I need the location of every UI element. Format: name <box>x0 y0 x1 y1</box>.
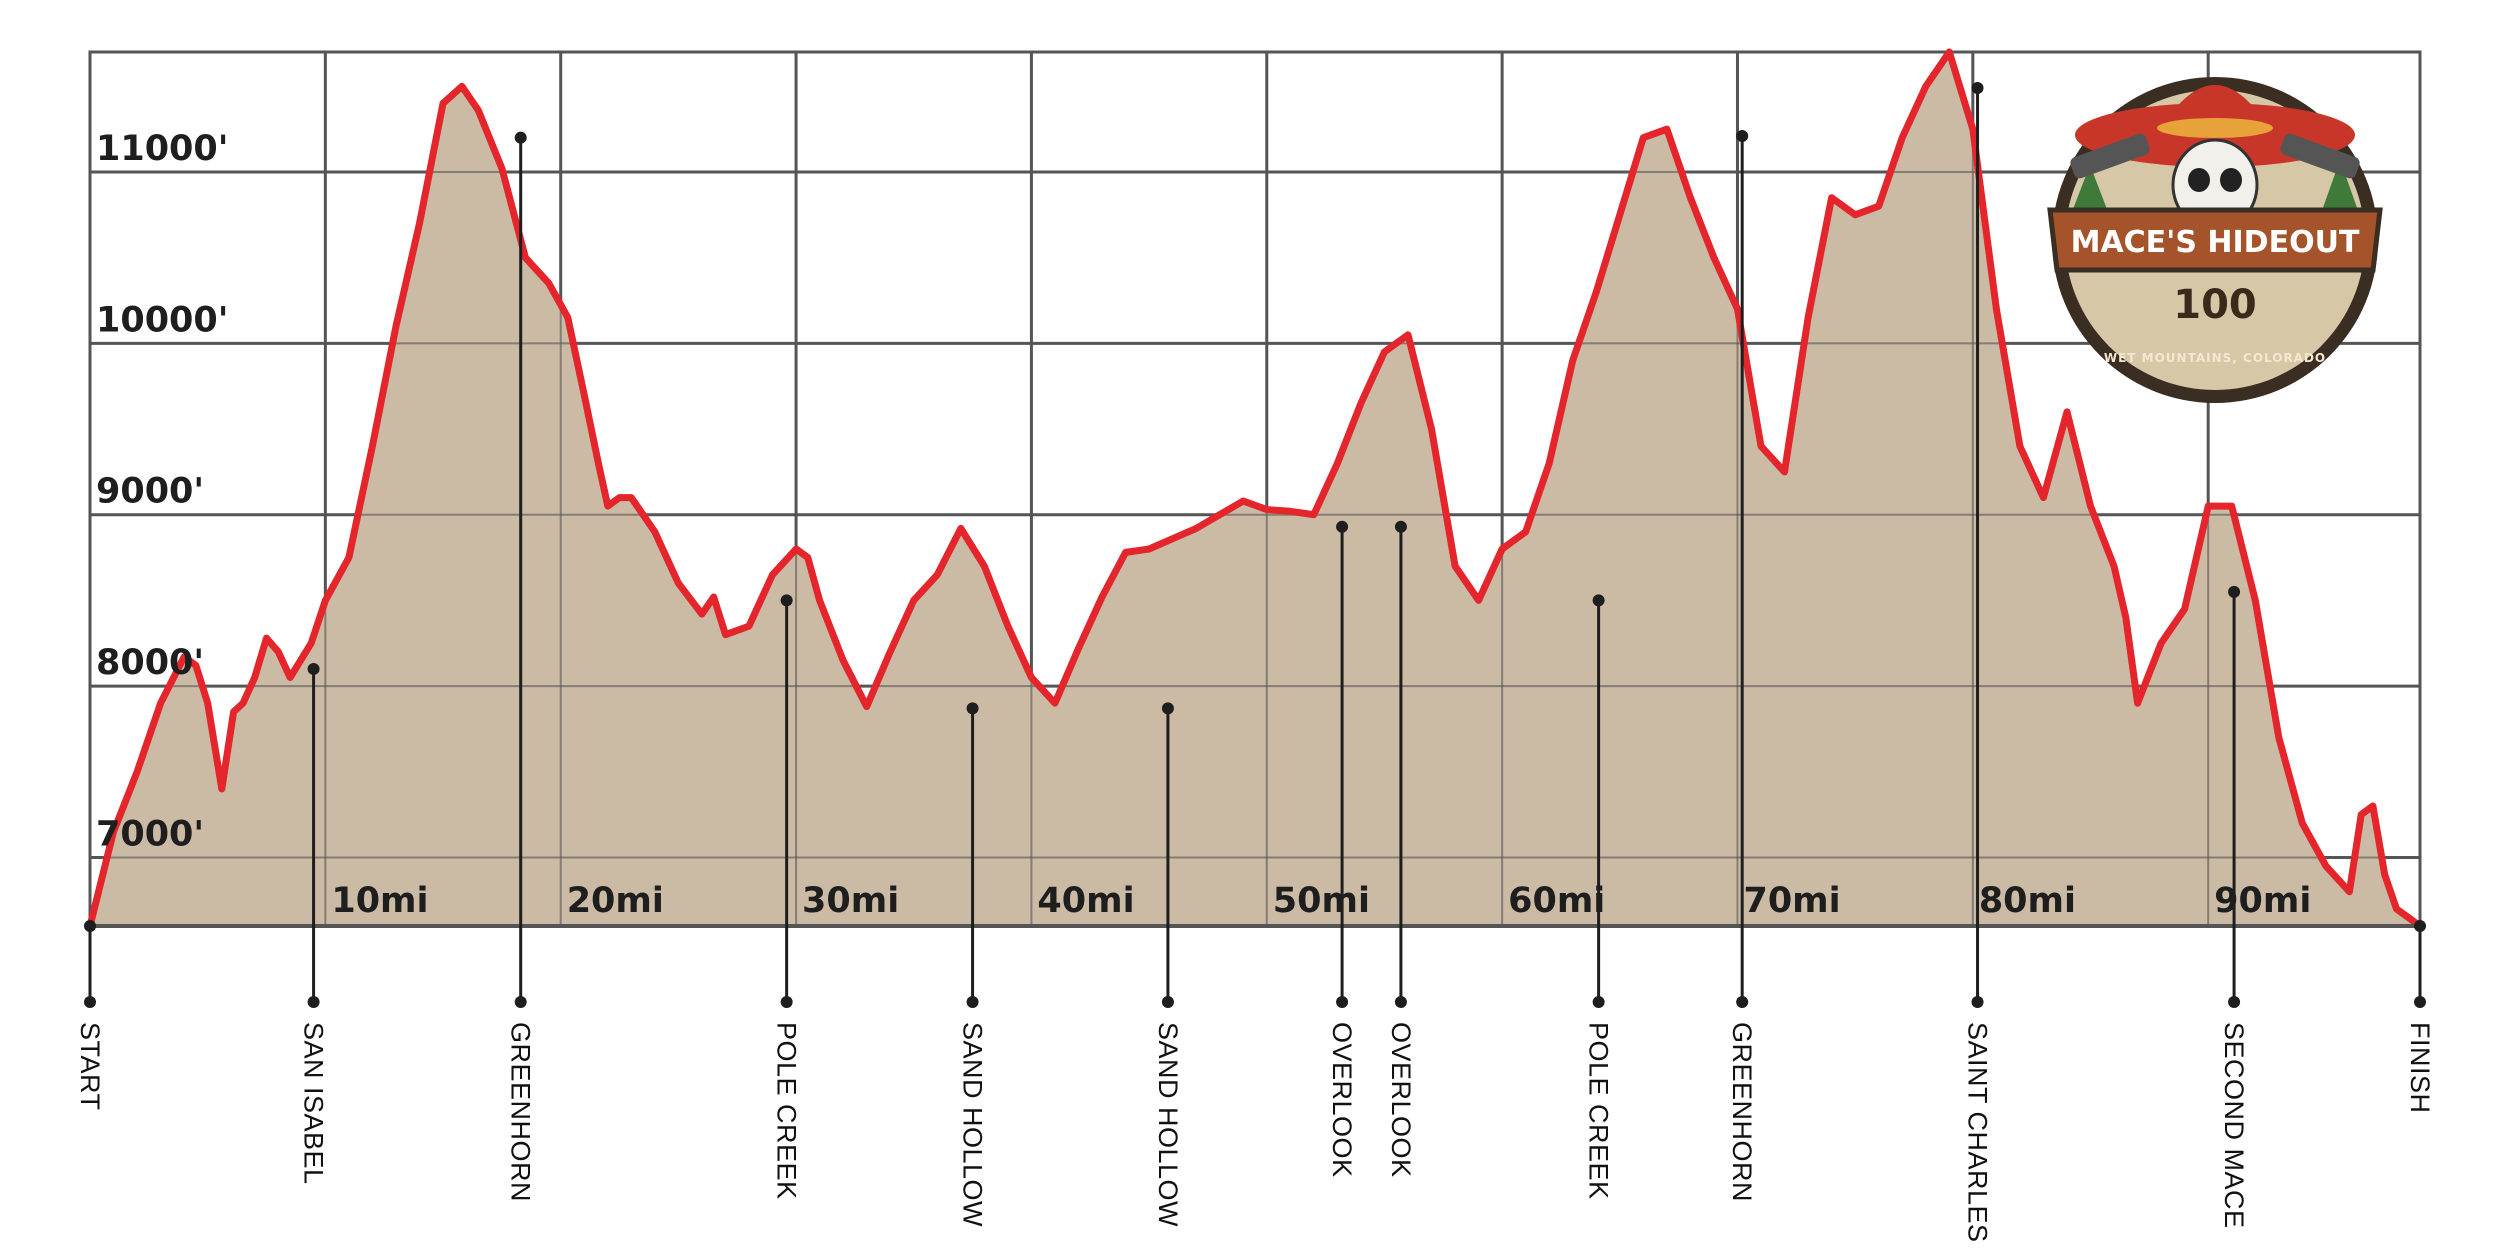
logo-title: MACE'S HIDEOUT <box>2071 225 2360 260</box>
aid-station-marker <box>2228 585 2241 598</box>
logo-pistol-right <box>2280 133 2360 179</box>
y-tick-label: 9000' <box>96 472 204 512</box>
aid-station-marker <box>1592 594 1605 607</box>
aid-station-marker <box>1736 129 1749 142</box>
x-tick-label: 60mi <box>1508 881 1605 921</box>
x-tick-label: 50mi <box>1273 881 1370 921</box>
logo-sombrero-crown <box>2160 85 2270 130</box>
aid-station-label: OVERLOOK <box>1386 1022 1416 1178</box>
aid-station-foot <box>1736 996 1749 1008</box>
y-tick-label: 7000' <box>96 814 204 854</box>
aid-station-marker <box>966 702 979 715</box>
aid-station-marker <box>1161 702 1174 715</box>
y-tick-label: 11000' <box>96 129 228 169</box>
aid-station-label: SAND HOLLOW <box>1153 1022 1183 1227</box>
aid-station-marker <box>307 662 320 675</box>
x-tick-labels: 10mi 20mi 30mi 40mi 50mi 60mi 70mi 80mi 90mi <box>331 881 2311 921</box>
aid-station-label: SECOND MACE <box>2219 1022 2249 1229</box>
aid-station-marker <box>84 920 96 932</box>
x-tick-label: 70mi <box>1743 881 1840 921</box>
mace-hideout-logo: MACE'S HIDEOUT 100 WET MOUNTAINS, COLORA… <box>2047 77 2383 403</box>
aid-station-label: START <box>75 1022 105 1111</box>
aid-station-marker <box>2414 920 2426 932</box>
x-tick-label: 10mi <box>331 881 428 921</box>
logo-pistol-left <box>2070 133 2150 179</box>
elevation-line <box>86 48 2424 930</box>
aid-station-foot <box>307 996 320 1008</box>
logo-number: 100 <box>2173 282 2257 328</box>
aid-station-label: GREENHORN <box>1727 1022 1757 1202</box>
aid-station-label: POLE CREEK <box>1584 1022 1614 1200</box>
x-tick-label: 40mi <box>1037 881 1134 921</box>
aid-station-marker <box>1971 81 1984 94</box>
logo-skull-eye-left <box>2188 168 2210 192</box>
aid-station-foot <box>1394 996 1407 1008</box>
logo-subtitle: WET MOUNTAINS, COLORADO <box>2104 351 2326 365</box>
aid-station-foot <box>2228 996 2241 1008</box>
aid-station-foot <box>1971 996 1984 1008</box>
aid-station-label: OVERLOOK <box>1327 1022 1357 1178</box>
aid-station-label: SAN ISABEL <box>299 1022 329 1185</box>
aid-station-foot <box>1161 996 1174 1008</box>
logo-banner <box>2047 207 2383 273</box>
logo-skull-eye-right <box>2220 168 2242 192</box>
aid-station-foot <box>514 996 527 1008</box>
aid-station-foot <box>780 996 793 1008</box>
x-tick-label: 20mi <box>567 881 664 921</box>
aid-station-marker <box>1394 520 1407 533</box>
elevation-area-fill <box>90 52 2420 926</box>
aid-station-foot <box>1592 996 1605 1008</box>
aid-station-marker <box>1336 520 1349 533</box>
aid-stations-layer: START SAN ISABEL GREENHORN POLE CREEK SAND H… <box>75 81 2435 1243</box>
aid-station-marker <box>780 594 793 607</box>
aid-station-label: POLE CREEK <box>772 1022 802 1200</box>
aid-station-foot <box>966 996 979 1008</box>
x-tick-label: 90mi <box>2214 881 2311 921</box>
y-tick-labels: 7000' 8000' 9000' 10000' 11000' <box>96 129 228 854</box>
aid-station-label: SAINT CHARLES <box>1963 1022 1993 1243</box>
aid-station-foot <box>1336 996 1349 1008</box>
aid-station-label: FINISH <box>2405 1022 2435 1114</box>
x-tick-label: 80mi <box>1979 881 2076 921</box>
aid-station-label: SAND HOLLOW <box>958 1022 988 1227</box>
aid-station-foot <box>2414 996 2426 1008</box>
x-tick-label: 30mi <box>802 881 899 921</box>
y-tick-label: 10000' <box>96 300 228 340</box>
aid-station-marker <box>514 131 527 144</box>
y-tick-label: 8000' <box>96 643 204 683</box>
aid-station-label: GREENHORN <box>506 1022 536 1202</box>
aid-station-foot <box>84 996 96 1008</box>
logo-sombrero-band <box>2157 118 2273 138</box>
